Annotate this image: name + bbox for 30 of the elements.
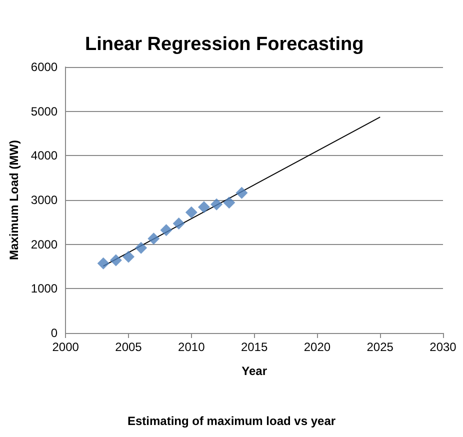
y-tick-label: 5000	[30, 104, 58, 118]
point	[110, 254, 122, 266]
x-tick-label: 2030	[430, 340, 457, 354]
text: Estimating of maximum load vs year	[127, 414, 336, 428]
x-tick-label: 2010	[178, 340, 206, 354]
x-tick-label: 2000	[52, 340, 80, 354]
chart-title: Linear Regression Forecasting	[85, 34, 364, 55]
point	[160, 224, 172, 236]
point	[97, 257, 110, 270]
point	[198, 201, 210, 214]
point	[210, 198, 223, 210]
point	[172, 217, 185, 230]
y-tick-label: 4000	[30, 148, 58, 163]
y-tick-label: 3000	[30, 193, 58, 207]
point	[223, 196, 236, 209]
point	[148, 232, 160, 245]
x-tick-label: 2005	[115, 340, 142, 354]
y-tick-label: 2000	[30, 237, 58, 252]
y-tick-label: 1000	[30, 282, 58, 296]
point	[122, 250, 134, 263]
y-axis-title: Maximum Load (MW)	[7, 140, 21, 260]
x-tick-label: 2025	[366, 340, 394, 354]
x-axis-title: Year	[242, 364, 268, 378]
y-tick-label: 0	[50, 326, 58, 340]
x-tick-label: 2015	[240, 340, 268, 354]
point	[185, 206, 198, 218]
x-tick-label: 2020	[304, 340, 331, 354]
point	[135, 242, 148, 254]
point	[236, 186, 248, 199]
y-tick-label: 6000	[30, 60, 58, 74]
